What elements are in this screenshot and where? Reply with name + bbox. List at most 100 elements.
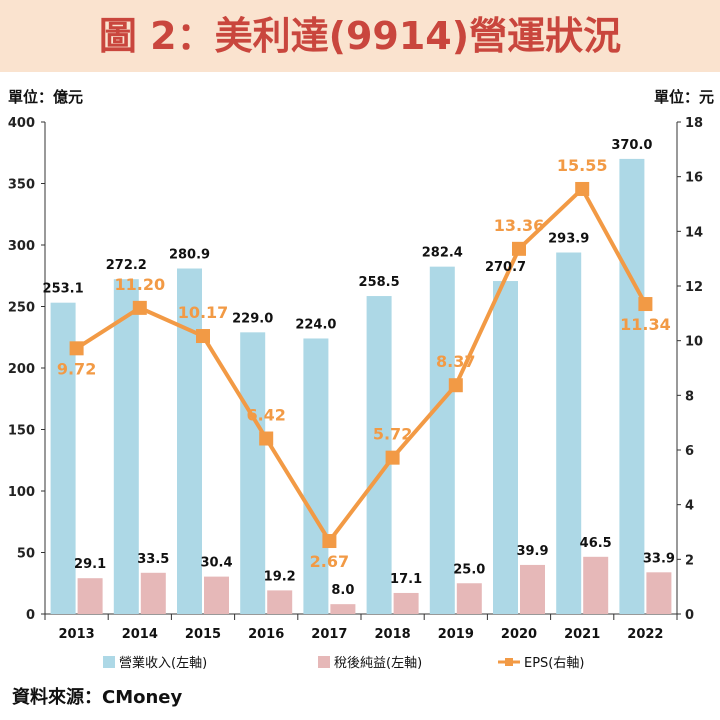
legend-label: EPS(右軸)	[524, 656, 584, 671]
left-tick-label: 350	[8, 178, 35, 193]
eps-point	[69, 341, 84, 356]
right-tick-label: 8	[685, 389, 694, 404]
eps-value-label: 9.72	[57, 359, 96, 378]
eps-value-label: 11.20	[114, 275, 165, 294]
x-tick-label: 2015	[185, 627, 221, 642]
x-tick-label: 2014	[122, 627, 158, 642]
net-income-bar	[77, 578, 103, 614]
net-income-bar	[267, 590, 293, 614]
revenue-bar	[619, 158, 645, 614]
eps-point	[322, 534, 337, 549]
legend-label: 營業收入(左軸)	[119, 655, 207, 671]
net-income-value-label: 30.4	[200, 556, 232, 571]
right-tick-label: 10	[685, 335, 703, 350]
legend-swatch	[103, 656, 115, 668]
revenue-value-label: 280.9	[169, 247, 210, 262]
net-income-bar	[646, 572, 672, 614]
right-tick-label: 2	[685, 553, 694, 568]
net-income-bar	[393, 592, 419, 614]
net-income-value-label: 25.0	[453, 562, 485, 577]
net-income-bar	[330, 604, 356, 614]
net-income-value-label: 46.5	[580, 536, 612, 551]
eps-line	[75, 186, 648, 544]
net-income-value-label: 8.0	[331, 583, 354, 598]
net-income-bar	[520, 564, 545, 614]
revenue-bar	[429, 266, 455, 614]
x-tick-label: 2020	[501, 627, 537, 642]
eps-value-label: 11.34	[620, 315, 671, 334]
revenue-value-label: 224.0	[295, 317, 336, 332]
revenue-value-label: 293.9	[548, 232, 589, 247]
revenue-value-label: 253.1	[43, 282, 84, 297]
left-tick-label: 250	[8, 301, 35, 316]
revenue-bar	[493, 281, 518, 614]
right-tick-label: 4	[685, 499, 694, 514]
eps-point	[132, 300, 147, 315]
eps-value-label: 10.17	[178, 303, 229, 322]
revenue-bar	[113, 279, 139, 614]
legend-swatch-marker	[505, 658, 513, 666]
left-tick-label: 100	[8, 485, 35, 500]
revenue-value-label: 272.2	[106, 258, 147, 273]
net-income-value-label: 19.2	[264, 569, 296, 584]
net-income-value-label: 33.9	[643, 551, 675, 566]
chart-title: 圖 2：美利達(9914)營運狀況	[98, 14, 622, 58]
x-tick-label: 2017	[311, 627, 347, 642]
right-tick-label: 16	[685, 171, 703, 186]
eps-point	[638, 297, 653, 312]
x-tick-label: 2016	[248, 627, 284, 642]
x-tick-label: 2019	[438, 627, 474, 642]
revenue-bar	[240, 332, 266, 614]
net-income-value-label: 39.9	[516, 544, 548, 559]
net-income-bar	[583, 556, 609, 614]
revenue-value-label: 229.0	[232, 311, 273, 326]
left-tick-label: 400	[8, 116, 35, 131]
right-tick-label: 0	[685, 608, 694, 623]
eps-point	[575, 181, 590, 196]
eps-point	[196, 329, 210, 344]
eps-point	[259, 431, 274, 446]
net-income-bar	[204, 576, 229, 614]
x-tick-label: 2021	[564, 627, 600, 642]
right-axis-unit: 單位：元	[653, 88, 714, 106]
revenue-value-label: 270.7	[485, 260, 526, 275]
eps-point	[448, 378, 463, 393]
left-tick-label: 50	[17, 547, 35, 562]
legend-swatch	[318, 656, 330, 668]
x-tick-label: 2018	[375, 627, 411, 642]
left-axis-unit: 單位：億元	[8, 88, 84, 106]
eps-value-label: 13.36	[494, 216, 545, 235]
eps-value-label: 6.42	[246, 406, 285, 425]
net-income-bar	[456, 583, 482, 614]
net-income-value-label: 17.1	[390, 572, 422, 587]
net-income-bar	[140, 572, 166, 614]
right-tick-label: 14	[685, 225, 703, 240]
right-tick-label: 12	[685, 280, 703, 295]
x-tick-label: 2022	[627, 627, 663, 642]
title-banner	[0, 0, 720, 72]
eps-point	[385, 450, 400, 465]
eps-point	[512, 241, 526, 256]
left-tick-label: 200	[8, 362, 35, 377]
right-tick-label: 18	[685, 116, 703, 131]
eps-value-label: 8.37	[436, 352, 475, 371]
eps-value-label: 2.67	[310, 552, 349, 571]
right-tick-label: 6	[685, 444, 694, 459]
revenue-value-label: 282.4	[422, 246, 463, 261]
net-income-value-label: 29.1	[74, 557, 106, 572]
net-income-value-label: 33.5	[137, 552, 169, 567]
x-tick-label: 2013	[59, 627, 95, 642]
data-source: 資料來源：CMoney	[12, 687, 183, 708]
eps-value-label: 15.55	[557, 156, 608, 175]
legend-label: 稅後純益(左軸)	[334, 656, 422, 671]
revenue-bar	[303, 338, 329, 614]
left-tick-label: 150	[8, 424, 35, 439]
revenue-bar	[556, 252, 582, 615]
left-tick-label: 0	[26, 608, 35, 623]
revenue-value-label: 258.5	[359, 275, 400, 290]
eps-value-label: 5.72	[373, 425, 412, 444]
revenue-value-label: 370.0	[611, 138, 652, 153]
left-tick-label: 300	[8, 239, 35, 254]
